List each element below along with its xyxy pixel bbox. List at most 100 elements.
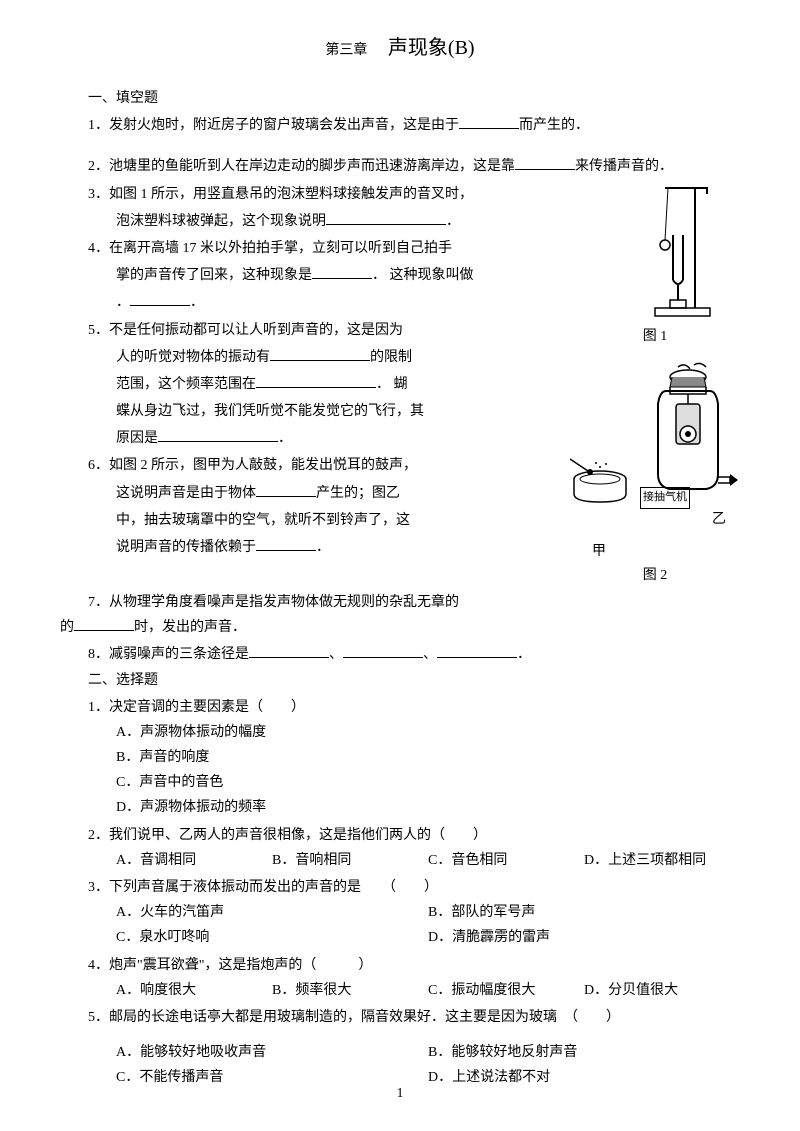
q1-3-text-c: ． [446,214,460,229]
figure-1: 图 1 [570,180,740,349]
q1-5-text-c: 的限制 [370,350,412,365]
blank [343,643,423,658]
figure-1-caption: 图 1 [570,324,740,349]
q2-4-a: A．响度很大 [116,978,272,1003]
blank [158,427,278,442]
fig2-right-label: 乙 [712,507,726,532]
figures-area: 图 1 [570,180,740,588]
q2-1: 1．决定音调的主要因素是（ ） [60,695,740,720]
q2-3-d: D．清脆霹雳的雷声 [428,925,740,950]
q1-8-sep3: ． [517,647,531,662]
q2-2: 2．我们说甲、乙两人的声音很相像，这是指他们两人的（ ） [60,823,740,848]
section-1-heading: 一、填空题 [60,86,740,111]
q1-6: 6．如图 2 所示，图甲为人敲鼓，能发出悦耳的鼓声， [60,453,500,478]
q1-7-text-b: 时，发出的声音． [134,620,246,635]
q1-1: 1．发射火炮时，附近房子的窗户玻璃会发出声音，这是由于 而产生的． [60,113,740,138]
chapter-title: 第三章 声现象(B) [60,30,740,66]
q1-6-cont3: 说明声音的传播依赖于 ． [60,535,500,560]
title-prefix: 第三章 [325,43,367,58]
q1-8-sep2: 、 [423,647,437,662]
q1-5-text-b: 人的听觉对物体的振动有 [116,350,270,365]
q2-4: 4．炮声"震耳欲聋"，这是指炮声的（ ） [60,953,740,978]
q1-6-cont2: 中，抽去玻璃罩中的空气，就听不到铃声了，这 [60,508,500,533]
q1-5-cont2: 范围，这个频率范围在 ． 蝴 [60,372,500,397]
q1-6-cont: 这说明声音是由于物体 产生的；图乙 [60,481,500,506]
blank [437,643,517,658]
q2-4-options: A．响度很大 B．频率很大 C．振动幅度很大 D．分贝值很大 [60,978,740,1003]
q1-4-text-d: ． [116,295,130,310]
q1-5-text-g: 原因是 [116,431,158,446]
blank [326,209,446,224]
blank [249,643,329,658]
q1-2: 2．池塘里的鱼能听到人在岸边走动的脚步声而迅速游离岸边，这是靠 来传播声音的． [60,154,740,179]
q2-3-c: C．泉水叮咚响 [116,925,428,950]
blank [256,536,316,551]
q2-5-options-1: A．能够较好地吸收声音 B．能够较好地反射声音 [60,1040,740,1065]
q1-3-text-b: 泡沫塑料球被弹起，这个现象说明 [116,214,326,229]
q1-6-text-e: 说明声音的传播依赖于 [116,540,256,555]
tuning-fork-diagram-icon [595,180,715,320]
q1-5-text-h: ． [278,431,292,446]
q1-4-text-c: ． 这种现象叫做 [372,268,474,283]
q1-5-cont4: 原因是 ． [60,426,500,451]
q2-5: 5．邮局的长途电话亭大都是用玻璃制造的，隔音效果好．这主要是因为玻璃 （ ） [60,1005,740,1030]
q2-2-a: A．音调相同 [116,848,272,873]
q2-1-d: D．声源物体振动的频率 [60,795,740,820]
q1-4: 4．在离开高墙 17 米以外拍拍手掌，立刻可以听到自己拍手 [60,236,500,261]
q2-1-a: A．声源物体振动的幅度 [60,720,740,745]
title-main: 声现象(B) [388,37,475,59]
q1-4-cont: 掌的声音传了回来，这种现象是 ． 这种现象叫做 [60,263,500,288]
blank [270,345,370,360]
q2-5-b: B．能够较好地反射声音 [428,1040,740,1065]
blank [312,264,372,279]
q1-8: 8．减弱噪声的三条途径是 、 、 ． [60,642,740,667]
q1-5-text-e: ． 蝴 [376,377,408,392]
figure-2: 甲 接抽气机 乙 图 2 [570,359,740,588]
q2-3-b: B．部队的军号声 [428,900,740,925]
q1-6-text-f: ． [316,540,330,555]
blank [515,155,575,170]
q2-1-c: C．声音中的音色 [60,770,740,795]
q1-8-sep1: 、 [329,647,343,662]
q1-5-text-d: 范围，这个频率范围在 [116,377,256,392]
q1-7-cont: 的时，发出的声音． [60,615,740,640]
q1-5-cont3: 蝶从身边飞过，我们凭听觉不能发觉它的飞行，其 [60,399,500,424]
figure-2-caption: 图 2 [570,563,740,588]
blank [74,616,134,631]
q1-6-text-c: 产生的；图乙 [316,486,400,501]
page-number: 1 [0,1081,800,1106]
section-2-heading: 二、选择题 [60,668,740,693]
fig2-left-label: 甲 [592,539,606,564]
q2-3-options-1: A．火车的汽笛声 B．部队的军号声 [60,900,740,925]
q1-5-cont: 人的听觉对物体的振动有 的限制 [60,345,500,370]
q2-3: 3．下列声音属于液体振动而发出的声音的是 （ ） [60,875,740,900]
q2-2-options: A．音调相同 B．音响相同 C．音色相同 D．上述三项都相同 [60,848,740,873]
q2-3-a: A．火车的汽笛声 [116,900,428,925]
q1-1-text-b: 而产生的． [519,118,589,133]
fig2-pump-label: 接抽气机 [640,487,690,509]
q2-4-d: D．分贝值很大 [584,978,740,1003]
q2-1-b: B．声音的响度 [60,745,740,770]
q1-1-text: 1．发射火炮时，附近房子的窗户玻璃会发出声音，这是由于 [88,118,459,133]
q2-5-a: A．能够较好地吸收声音 [116,1040,428,1065]
q1-5: 5．不是任何振动都可以让人听到声音的，这是因为 [60,318,500,343]
q1-4-text-b: 掌的声音传了回来，这种现象是 [116,268,312,283]
q2-4-b: B．频率很大 [272,978,428,1003]
blank [256,481,316,496]
blank [130,291,190,306]
q1-7-text: 7．从物理学角度看噪声是指发声物体做无规则的杂乱无章的 [88,595,459,610]
q2-2-b: B．音响相同 [272,848,428,873]
q1-8-text: 8．减弱噪声的三条途径是 [88,647,249,662]
q1-3-cont: 泡沫塑料球被弹起，这个现象说明 ． [60,209,500,234]
q2-2-c: C．音色相同 [428,848,584,873]
q2-3-options-2: C．泉水叮咚响 D．清脆霹雳的雷声 [60,925,740,950]
q1-2-text: 2．池塘里的鱼能听到人在岸边走动的脚步声而迅速游离岸边，这是靠 [88,159,515,174]
q1-6-text-b: 这说明声音是由于物体 [116,486,256,501]
q1-3: 3．如图 1 所示，用竖直悬吊的泡沫塑料球接触发声的音叉时， [60,182,500,207]
q2-2-d: D．上述三项都相同 [584,848,740,873]
q1-2-text-b: 来传播声音的． [575,159,673,174]
q1-4-cont2: ．． [60,290,500,315]
blank [256,372,376,387]
q2-4-c: C．振动幅度很大 [428,978,584,1003]
blank [459,114,519,129]
